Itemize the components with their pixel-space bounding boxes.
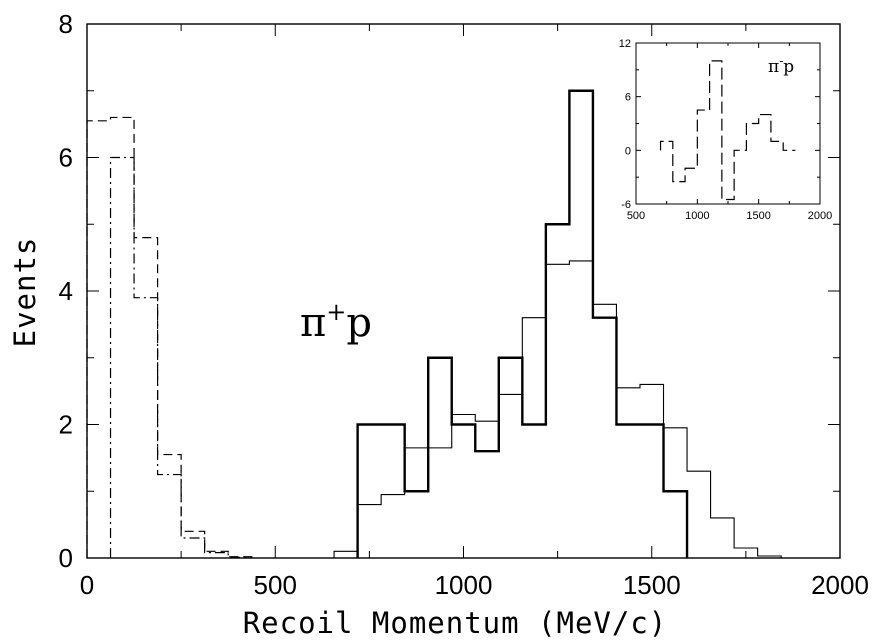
x-tick-label: 1500 (623, 570, 681, 600)
main-ticks (86, 23, 841, 559)
main-annotation-base: π (300, 300, 326, 346)
y-tick-label: 6 (625, 92, 631, 104)
x-tick-label: 1500 (746, 210, 770, 222)
main-series-dash-dot (109, 156, 253, 558)
inset-tick-labels: 500 1000 1500 2000 -6 0 6 12 (619, 38, 832, 222)
inset-series (659, 60, 796, 201)
inset-annotation-rest: p (783, 57, 794, 77)
x-tick-label: 500 (627, 210, 645, 222)
inset-plot: 500 1000 1500 2000 -6 0 6 12 π-p (619, 38, 832, 222)
x-tick-label: 1000 (685, 210, 709, 222)
y-tick-label: 0 (625, 145, 631, 157)
y-tick-label: 12 (619, 38, 631, 50)
y-tick-label: 0 (59, 543, 73, 573)
x-tick-label: 500 (254, 570, 297, 600)
y-tick-label: 4 (59, 276, 73, 306)
y-tick-label: 2 (59, 410, 73, 440)
inset-plot-frame (635, 42, 821, 205)
y-tick-label: 8 (59, 9, 73, 39)
x-tick-label: 0 (80, 570, 94, 600)
x-tick-label: 2000 (808, 210, 832, 222)
y-axis-label: Events (8, 237, 42, 348)
main-series-dashed (86, 116, 253, 558)
main-series (86, 89, 782, 558)
x-tick-label: 2000 (811, 570, 869, 600)
inset-annotation-sup: - (779, 54, 783, 68)
main-series-thin-solid (333, 260, 782, 558)
y-tick-label: 6 (59, 143, 73, 173)
y-tick-label: -6 (621, 199, 631, 211)
inset-series-long-dash (659, 60, 796, 201)
main-annotation-sup: + (326, 298, 346, 326)
main-annotation: π+p (300, 298, 372, 346)
main-tick-labels: 0 500 1000 1500 2000 0 2 4 6 8 (59, 9, 869, 600)
inset-annotation-base: π (768, 57, 779, 77)
inset-ticks (635, 42, 821, 205)
main-annotation-rest: p (346, 300, 372, 346)
x-axis-label: Recoil Momentum (MeV/c) (243, 606, 668, 640)
inset-annotation: π-p (768, 54, 794, 77)
x-tick-label: 1000 (435, 570, 493, 600)
